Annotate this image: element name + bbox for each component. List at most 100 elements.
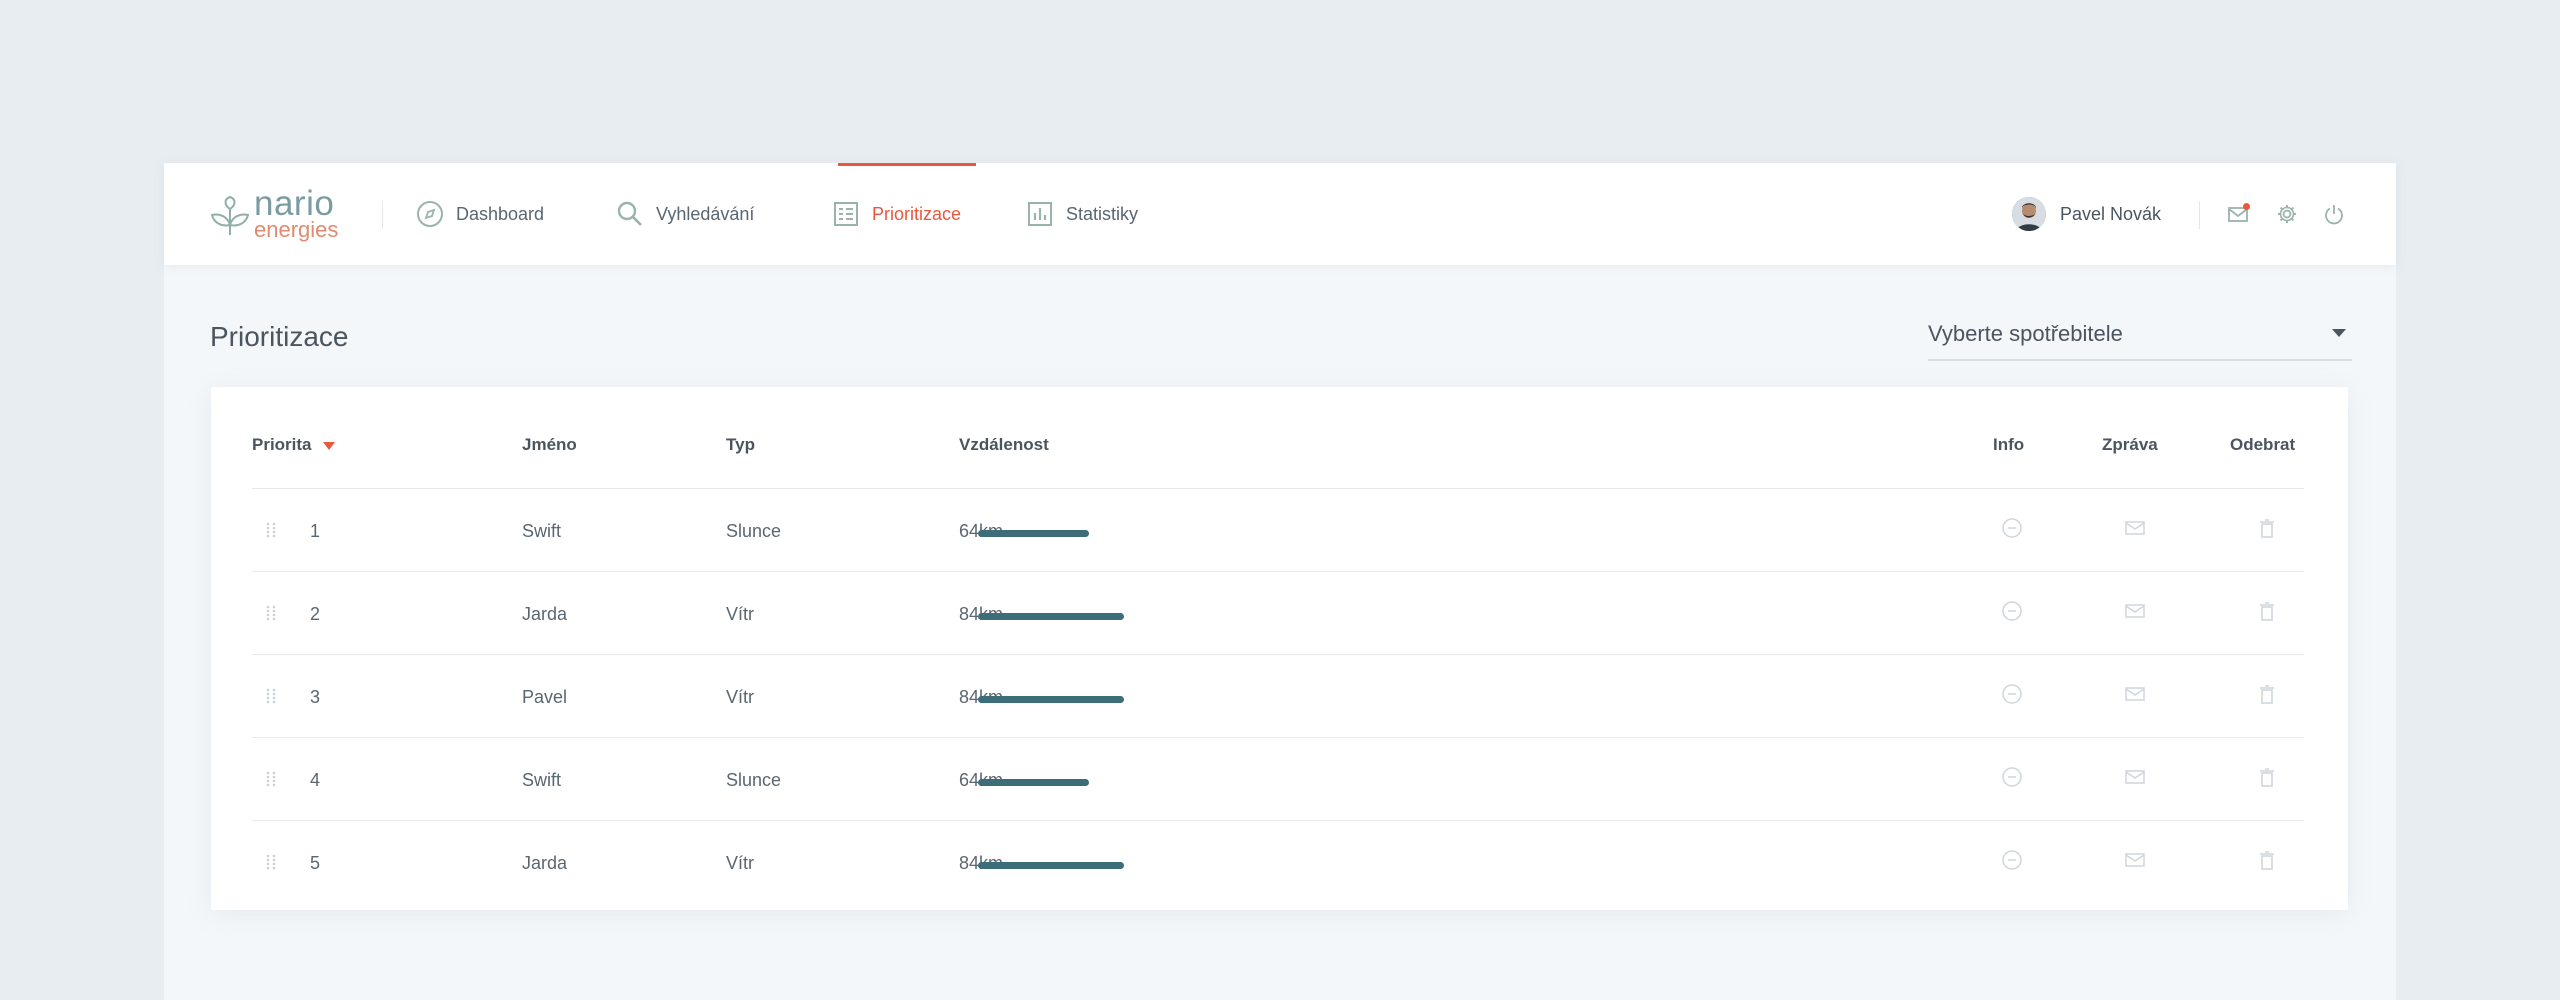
table-row[interactable]: 5JardaVítr84km [252,821,2304,904]
distance-bar [978,530,1089,537]
table-row[interactable]: 1SwiftSlunce64km [252,489,2304,572]
remove-button[interactable] [2255,518,2279,542]
drag-handle-icon[interactable] [265,853,277,871]
message-button[interactable] [2123,767,2147,791]
column-header-priority[interactable]: Priorita [252,435,335,455]
info-button[interactable] [2000,517,2024,544]
bar-chart-icon [1026,200,1054,228]
info-button[interactable] [2000,849,2024,876]
consumer-select[interactable]: Vyberte spotřebitele [1928,307,2352,361]
nav-label: Prioritizace [872,203,962,224]
distance-bar [978,779,1089,786]
nav-item-prioritizace[interactable]: Prioritizace [832,163,961,265]
column-header-message: Zpráva [2102,435,2158,454]
gear-icon [2278,205,2296,223]
column-header-name: Jméno [522,435,577,454]
drag-handle-icon[interactable] [265,687,277,705]
leaf-logo-icon [210,195,250,236]
settings-button[interactable] [2274,201,2300,227]
divider [2199,201,2200,229]
info-button[interactable] [2000,766,2024,793]
message-button[interactable] [2123,518,2147,542]
chevron-down-icon [2332,329,2346,337]
info-icon [2001,683,2023,710]
name-cell: Jarda [522,853,568,873]
avatar [2012,197,2046,231]
priority-table: Priorita Jméno Typ Vzdálenost Info Zpráv… [211,387,2348,910]
column-header-info: Info [1993,435,2025,454]
mail-icon [2228,207,2248,222]
notification-dot [2243,203,2250,210]
user-name: Pavel Novák [2060,203,2162,224]
info-icon [2001,766,2023,793]
remove-button[interactable] [2255,850,2279,874]
column-header-remove: Odebrat [2230,435,2296,454]
type-cell: Slunce [726,770,782,790]
logout-button[interactable] [2321,201,2347,227]
distance-bar [978,613,1124,620]
app-window: nario energies Dashboard Vyhledávání Pri… [164,163,2396,1000]
messages-button[interactable] [2225,201,2251,227]
row-divider [252,820,2304,821]
trash-icon [2256,683,2278,710]
nav-label: Vyhledávání [656,203,755,224]
distance-bar [978,696,1124,703]
table-row[interactable]: 3PavelVítr84km [252,655,2304,738]
mail-icon [2124,517,2146,544]
user-menu[interactable]: Pavel Novák [2012,163,2161,265]
list-icon [832,200,860,228]
name-cell: Jarda [522,604,568,624]
drag-handle-icon[interactable] [265,770,277,788]
table-row[interactable]: 2JardaVítr84km [252,572,2304,655]
mail-icon [2124,683,2146,710]
info-icon [2001,600,2023,627]
type-cell: Slunce [726,521,782,541]
info-button[interactable] [2000,600,2024,627]
priority-cell: 3 [310,687,321,707]
remove-button[interactable] [2255,767,2279,791]
select-value: Vyberte spotřebitele [1928,321,2123,346]
nav-item-statistiky[interactable]: Statistiky [1026,163,1138,265]
priority-cell: 1 [310,521,321,541]
name-cell: Pavel [522,687,568,707]
info-button[interactable] [2000,683,2024,710]
type-cell: Vítr [726,604,755,624]
name-cell: Swift [522,521,562,541]
message-button[interactable] [2123,684,2147,708]
message-button[interactable] [2123,601,2147,625]
search-icon [616,200,644,228]
power-icon [2325,205,2343,225]
remove-button[interactable] [2255,684,2279,708]
active-tab-indicator [838,163,976,166]
sort-desc-icon [322,441,335,450]
distance-bar [978,862,1124,869]
mail-icon [2124,849,2146,876]
row-divider [252,737,2304,738]
top-navigation-bar: nario energies Dashboard Vyhledávání Pri… [164,163,2396,265]
table-row[interactable]: 4SwiftSlunce64km [252,738,2304,821]
info-icon [2001,517,2023,544]
drag-handle-icon[interactable] [265,521,277,539]
nav-label: Dashboard [456,203,545,224]
trash-icon [2256,600,2278,627]
header-divider [252,488,2304,489]
brand-logo[interactable]: nario energies [210,185,350,245]
priority-cell: 4 [310,770,321,790]
divider [382,201,383,229]
priority-cell: 5 [310,853,321,873]
brand-name-top: nario [254,184,335,223]
trash-icon [2256,517,2278,544]
nav-item-search[interactable]: Vyhledávání [616,163,754,265]
remove-button[interactable] [2255,601,2279,625]
message-button[interactable] [2123,850,2147,874]
column-header-distance: Vzdálenost [959,435,1049,454]
brand-name-bottom: energies [254,217,339,242]
nav-item-dashboard[interactable]: Dashboard [416,163,544,265]
drag-handle-icon[interactable] [265,604,277,622]
row-divider [252,654,2304,655]
column-header-type: Typ [726,435,755,454]
name-cell: Swift [522,770,562,790]
type-cell: Vítr [726,853,755,873]
priority-cell: 2 [310,604,321,624]
info-icon [2001,849,2023,876]
